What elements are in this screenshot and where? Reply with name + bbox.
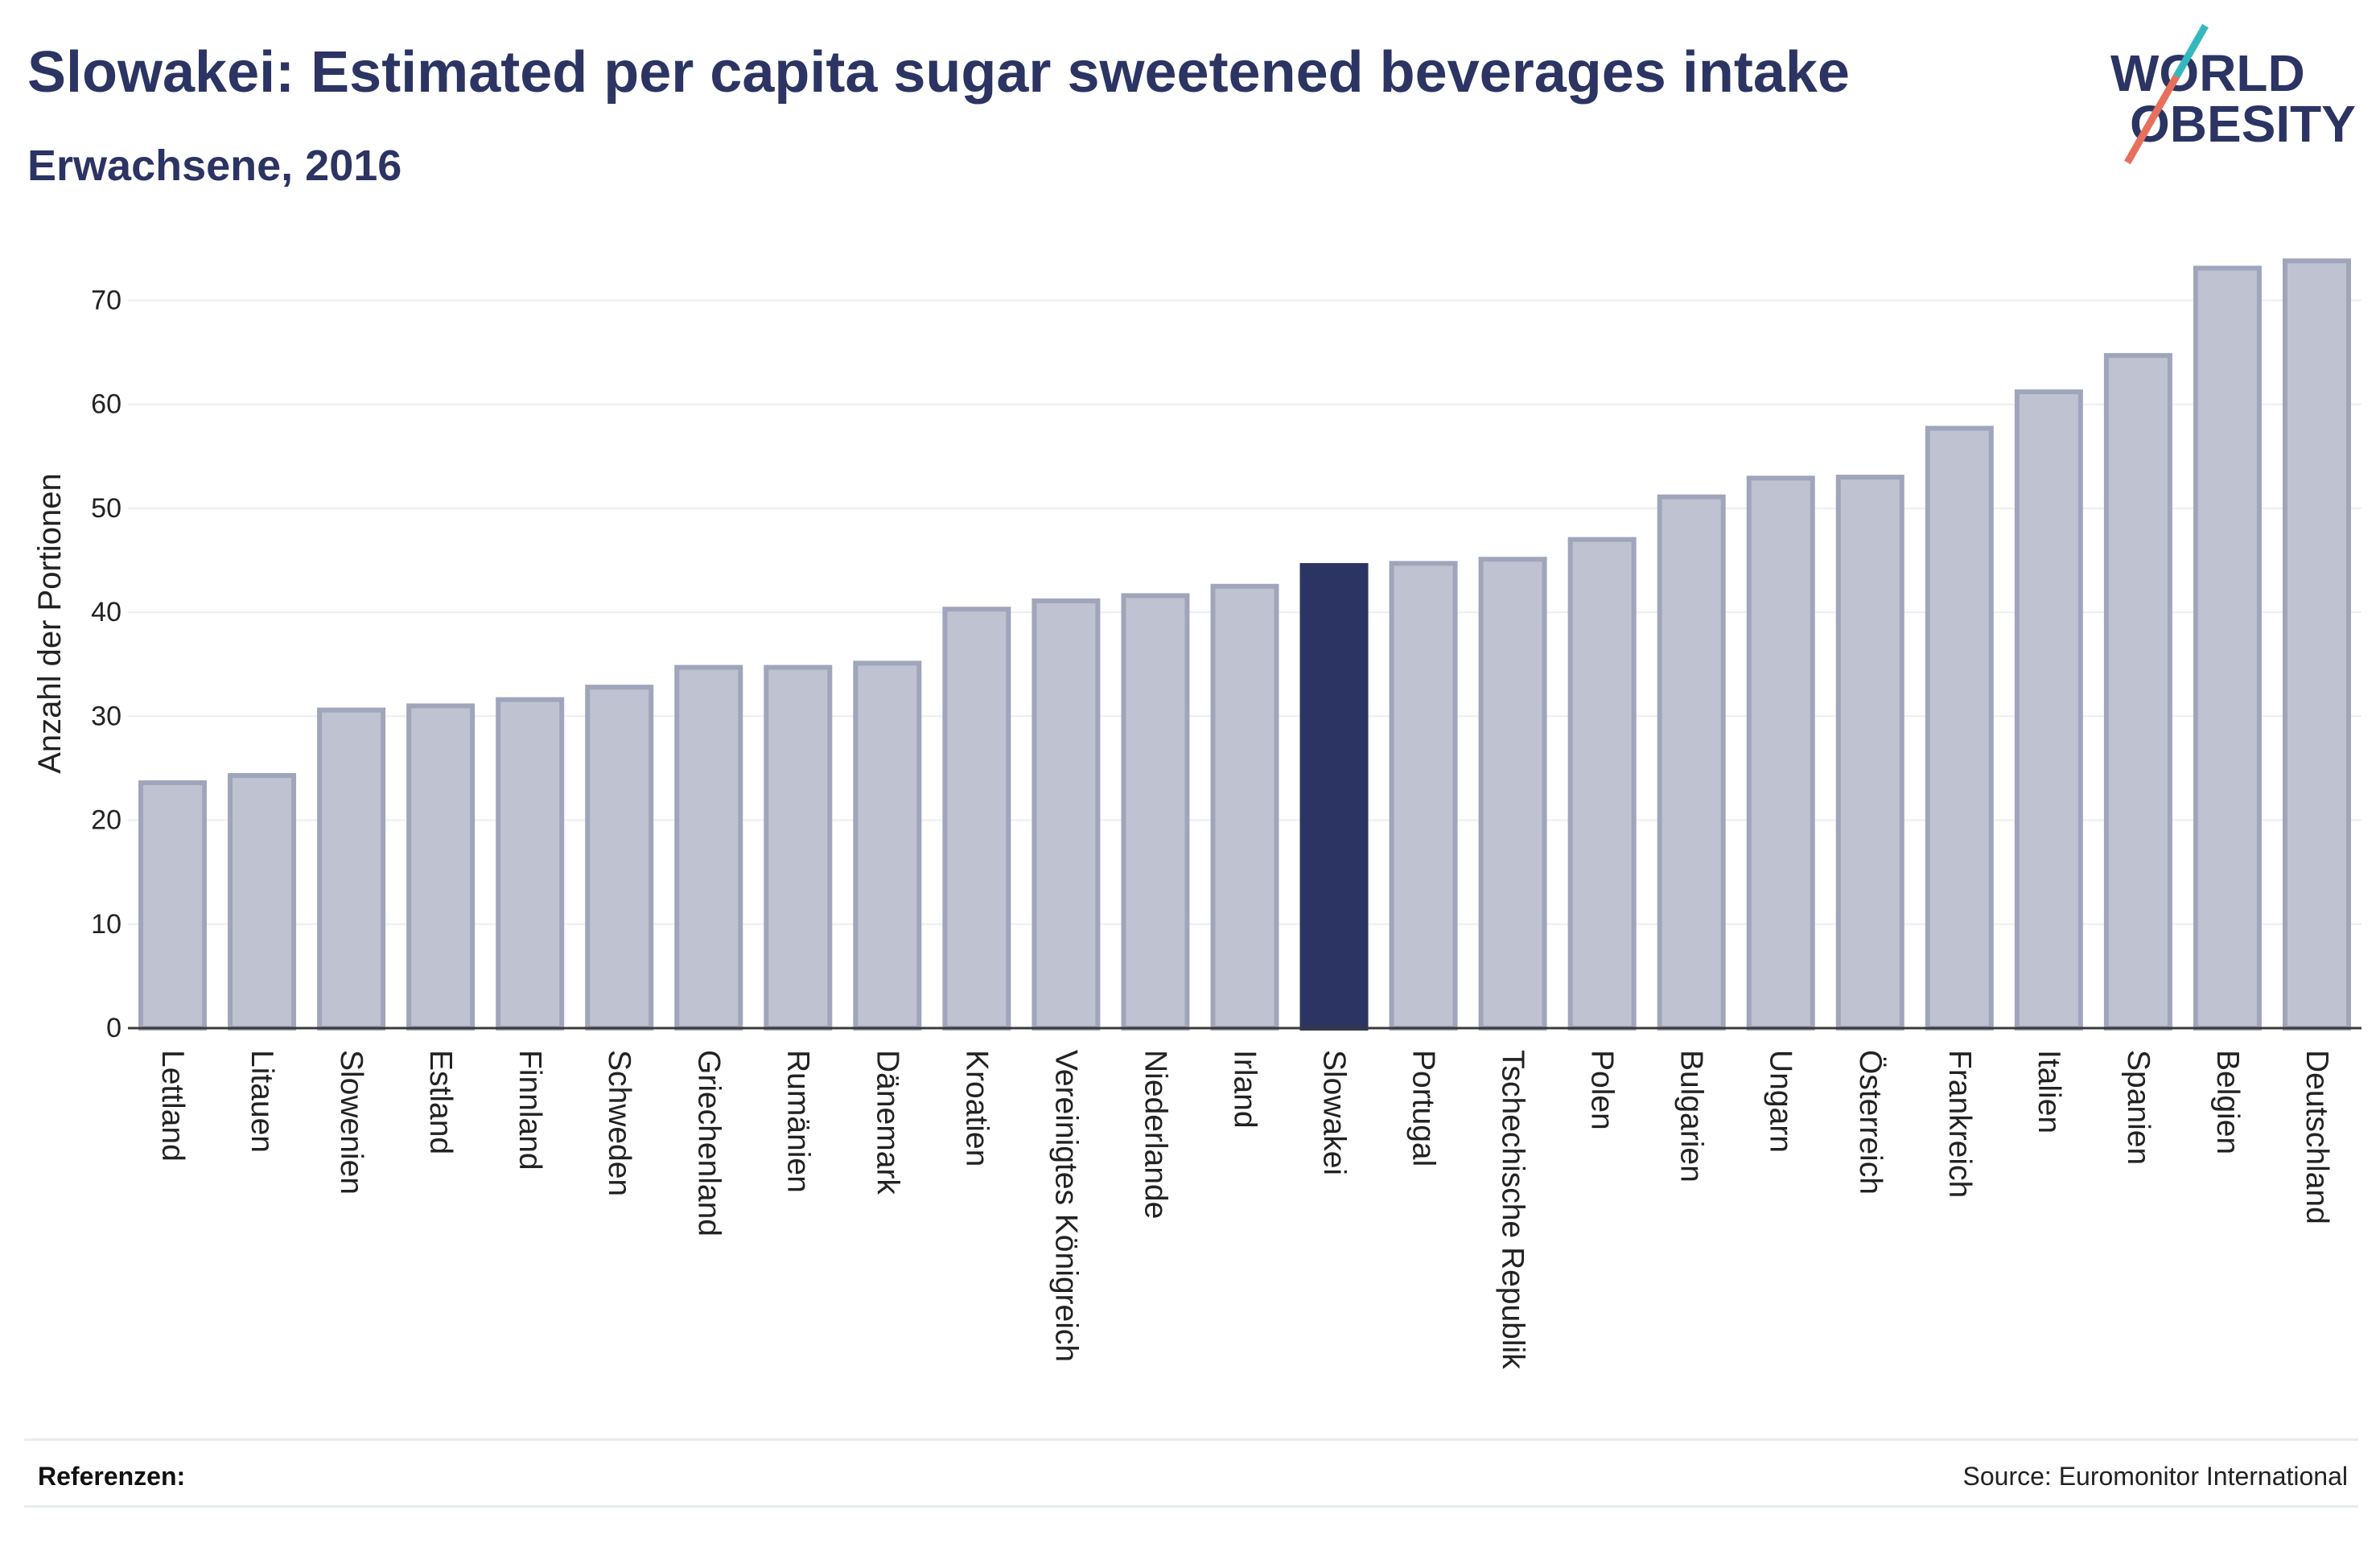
x-tick-label-ungarn: Ungarn [1764,1050,1798,1153]
footer-divider-top [24,1438,2358,1441]
bar-spanien [2103,352,2172,1031]
bar-schweden [585,685,654,1031]
bar-deutschland [2282,258,2351,1031]
bar-ungarn [1746,475,1815,1031]
bar-finnland [496,697,565,1031]
y-tick-label: 0 [106,1013,121,1043]
bar-vereinigtes-koenigreich [1031,598,1101,1031]
x-tick-label-slowenien: Slowenien [334,1050,369,1195]
x-tick-label-belgien: Belgien [2210,1050,2245,1154]
x-tick-label-daenemark: Dänemark [870,1050,904,1195]
x-tick-label-bulgarien: Bulgarien [1674,1050,1709,1183]
bar-litauen [228,772,297,1031]
y-tick-labels: 0 10 20 30 40 50 60 70 [91,285,121,1043]
logo-word-obesity: OBESITY [2130,95,2356,153]
y-tick-label: 40 [91,597,121,627]
bar-slowenien [317,707,386,1031]
x-tick-label-portugal: Portugal [1406,1050,1441,1166]
logo-slash-icon [2124,23,2209,165]
y-tick-label: 60 [91,389,121,420]
bar-lettland [138,780,208,1031]
x-tick-label-spanien: Spanien [2121,1050,2156,1165]
x-tick-label-griechenland: Griechenland [691,1050,726,1236]
x-tick-label-schweden: Schweden [602,1050,636,1196]
x-tick-label-irland: Irland [1228,1050,1262,1129]
x-tick-label-niederlande: Niederlande [1138,1050,1172,1219]
footer-divider-bottom [24,1505,2358,1508]
y-tick-label: 20 [91,805,121,836]
x-tick-label-kroatien: Kroatien [959,1050,994,1166]
x-tick-label-litauen: Litauen [245,1050,279,1153]
y-tick-label: 70 [91,285,121,315]
bar-slowakei [1299,562,1369,1031]
chart-title: Slowakei: Estimated per capita sugar swe… [27,40,1850,105]
bar-rumaenien [764,664,833,1031]
world-obesity-logo: WORLD OBESITY [2092,16,2366,177]
x-tick-label-deutschland: Deutschland [2300,1050,2334,1224]
x-tick-label-frankreich: Frankreich [1942,1050,1977,1198]
bar-belgien [2193,265,2262,1031]
bar-frankreich [1925,426,1994,1031]
x-tick-labels: Lettland Litauen Slowenien Estland Finnland S… [155,1050,2334,1369]
x-tick-label-vereinigtes-koenigreich: Vereinigtes Königreich [1048,1050,1083,1362]
bar-irland [1210,583,1279,1031]
x-tick-label-tschechische-republik: Tschechische Republik [1496,1050,1530,1369]
x-tick-label-estland: Estland [423,1050,458,1154]
bar-italien [2014,389,2083,1031]
y-tick-label: 10 [91,909,121,940]
bar-niederlande [1121,593,1190,1031]
x-tick-label-oesterreich: Österreich [1853,1050,1888,1195]
bar-estland [406,703,476,1031]
bars [138,258,2351,1031]
x-tick-label-lettland: Lettland [155,1050,190,1162]
x-tick-label-polen: Polen [1585,1050,1620,1130]
x-tick-label-rumaenien: Rumänien [780,1050,815,1193]
bar-kroatien [942,607,1011,1031]
x-tick-label-finnland: Finnland [513,1050,547,1171]
bar-griechenland [674,664,743,1031]
bar-polen [1567,537,1637,1031]
y-tick-label: 30 [91,701,121,731]
bar-daenemark [853,660,922,1031]
x-tick-label-slowakei: Slowakei [1317,1050,1352,1175]
bar-bulgarien [1657,494,1726,1031]
bar-oesterreich [1835,475,1904,1031]
references-label: Referenzen: [38,1462,186,1491]
y-tick-label: 50 [91,493,121,524]
x-tick-label-italien: Italien [2032,1050,2066,1134]
bar-portugal [1389,561,1458,1031]
chart-subtitle: Erwachsene, 2016 [27,142,402,190]
source-note: Source: Euromonitor International [1962,1462,2348,1491]
bar-tschechische-republik [1478,557,1547,1031]
y-axis-title: Anzahl der Portionen [32,473,68,774]
logo-word-world: WORLD [2110,44,2305,102]
